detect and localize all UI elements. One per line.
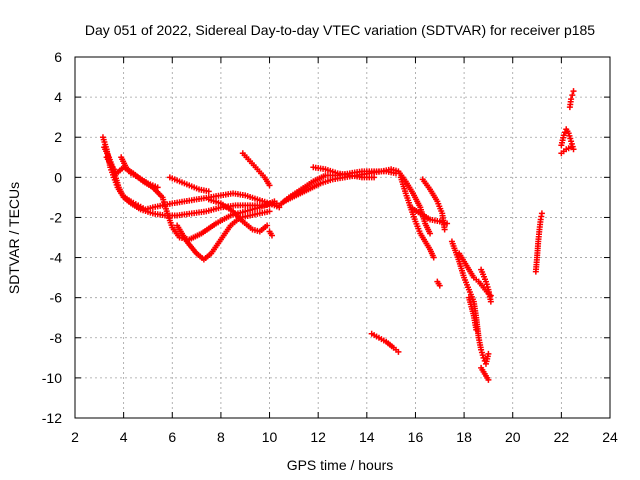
y-tick-label: -4 [50, 250, 63, 266]
x-tick-label: 8 [217, 429, 225, 445]
series-arc-26 [566, 88, 577, 111]
series-arc-8 [239, 150, 273, 189]
data-point [430, 254, 437, 261]
series-arc-7 [205, 196, 271, 235]
x-tick-label: 10 [262, 429, 278, 445]
data-point [485, 376, 492, 383]
data-point [266, 208, 273, 215]
data-point [568, 96, 575, 103]
y-tick-label: 0 [54, 169, 62, 185]
y-tick-label: -12 [42, 410, 62, 426]
x-tick-label: 22 [554, 429, 570, 445]
data-point [395, 348, 402, 355]
data-point [436, 282, 443, 289]
data-point [444, 220, 451, 227]
y-axis-label: SDTVAR / TECUs [6, 182, 22, 294]
data-point [570, 88, 577, 95]
plot-frame [74, 56, 611, 419]
series-arc-23 [532, 210, 545, 275]
x-tick-label: 20 [505, 429, 521, 445]
series-arc-19 [478, 266, 494, 305]
grid [75, 57, 610, 418]
x-axis-label: GPS time / hours [287, 457, 394, 473]
series-arc-6 [174, 208, 273, 263]
data-point [154, 184, 161, 191]
data-point [264, 222, 271, 229]
series-arc-21 [465, 294, 480, 333]
data-point [485, 350, 492, 357]
y-tick-label: -10 [42, 370, 62, 386]
x-tick-label: 4 [120, 429, 128, 445]
x-tick-label: 12 [310, 429, 326, 445]
y-tick-label: -2 [50, 209, 63, 225]
data-point [568, 144, 575, 151]
y-tick-label: 6 [54, 49, 62, 65]
series-arc-16 [434, 278, 443, 289]
series-arc-22 [368, 330, 402, 355]
chart-title: Day 051 of 2022, Sidereal Day-to-day VTE… [85, 22, 595, 38]
series-arc-4 [118, 154, 161, 191]
x-tick-label: 2 [71, 429, 79, 445]
data-point [205, 188, 212, 195]
series-arc-25 [558, 144, 575, 157]
y-tick-label: 2 [54, 129, 62, 145]
x-tick-label: 18 [456, 429, 472, 445]
data-point [441, 226, 448, 233]
data-point [569, 92, 576, 99]
series-arc-15 [407, 204, 451, 227]
x-tick-label: 24 [602, 429, 618, 445]
data-point [538, 210, 545, 217]
y-tick-label: -8 [50, 330, 63, 346]
data-point [560, 132, 567, 139]
data-point [268, 232, 275, 239]
series-arc-20 [478, 364, 492, 383]
x-tick-label: 6 [168, 429, 176, 445]
x-tick-label: 16 [408, 429, 424, 445]
series-arc-12 [281, 166, 434, 237]
series-arc-9 [266, 228, 275, 239]
series-arc-5 [166, 174, 212, 195]
data-point [480, 354, 487, 361]
data-point [473, 326, 480, 333]
data-points [99, 88, 577, 383]
data-point [487, 298, 494, 305]
data-point [427, 230, 434, 237]
data-point [266, 182, 273, 189]
x-tick-label: 14 [359, 429, 375, 445]
data-point [271, 198, 278, 205]
y-tick-label: 4 [54, 89, 62, 105]
y-tick-label: -6 [50, 290, 63, 306]
